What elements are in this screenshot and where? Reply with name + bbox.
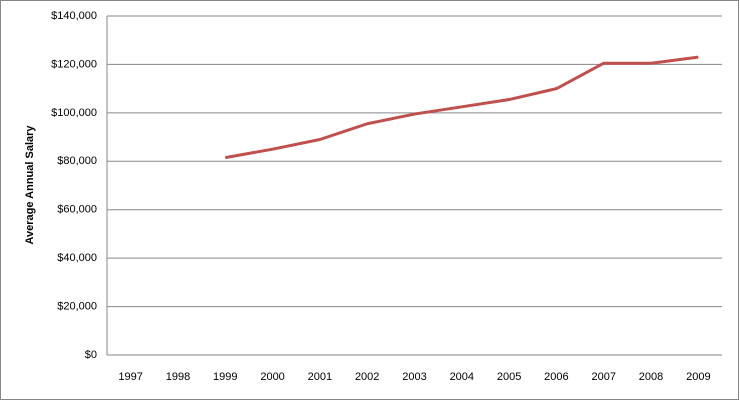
- x-tick-label: 1998: [166, 371, 190, 383]
- x-tick-label: 2000: [260, 371, 284, 383]
- y-tick-label: $120,000: [51, 58, 97, 70]
- y-tick-label: $40,000: [57, 252, 97, 264]
- y-tick-label: $140,000: [51, 10, 97, 22]
- x-tick-label: 2001: [308, 371, 332, 383]
- x-tick-label: 2008: [639, 371, 663, 383]
- x-tick-label: 1999: [213, 371, 237, 383]
- x-tick-label: 2002: [355, 371, 379, 383]
- y-tick-label: $20,000: [57, 300, 97, 312]
- y-tick-label: $100,000: [51, 107, 97, 119]
- x-tick-label: 2004: [450, 371, 474, 383]
- x-tick-label: 2005: [497, 371, 521, 383]
- x-tick-label: 2009: [686, 371, 710, 383]
- x-tick-label: 2003: [402, 371, 426, 383]
- y-tick-label: $60,000: [57, 204, 97, 216]
- x-tick-label: 2007: [591, 371, 615, 383]
- y-axis-label: Average Annual Salary: [24, 125, 36, 245]
- x-tick-label: 1997: [118, 371, 142, 383]
- x-tick-label: 2006: [544, 371, 568, 383]
- line-series: [225, 55, 699, 160]
- y-tick-label: $0: [85, 349, 97, 361]
- y-tick-label: $80,000: [57, 155, 97, 167]
